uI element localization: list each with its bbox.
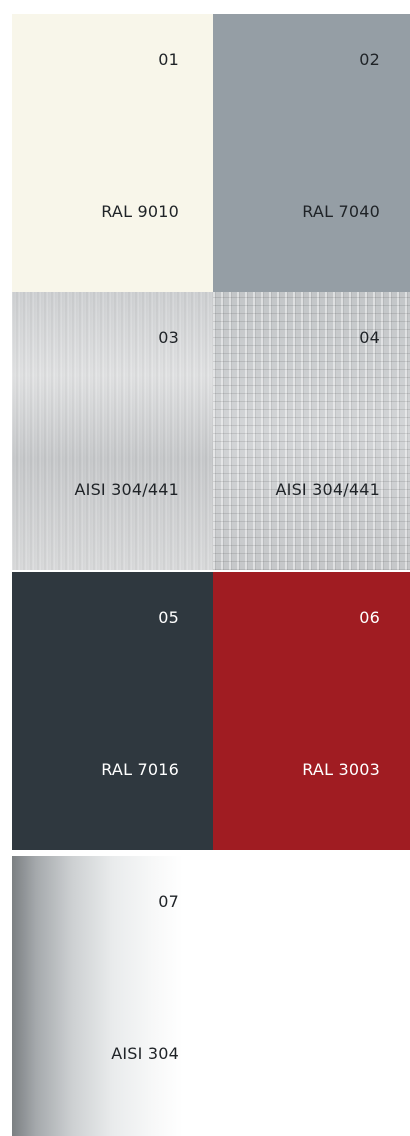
- swatch-ral-3003: 06 RAL 3003: [213, 572, 410, 850]
- swatch-number: 07: [158, 892, 179, 911]
- color-swatch-grid: 01 RAL 9010 02 RAL 7040 03 AISI 304/441 …: [12, 14, 410, 1136]
- swatch-label: AISI 304/441: [275, 480, 380, 499]
- swatch-ral-7016: 05 RAL 7016: [12, 572, 213, 850]
- swatch-aisi-304-polished: 07 AISI 304: [12, 856, 213, 1136]
- swatch-number: 04: [359, 328, 380, 347]
- swatch-label: RAL 9010: [101, 202, 179, 221]
- swatch-label: RAL 7016: [101, 760, 179, 779]
- swatch-number: 05: [158, 608, 179, 627]
- swatch-aisi-304-441-patterned: 04 AISI 304/441: [213, 292, 410, 570]
- swatch-aisi-304-441-brushed: 03 AISI 304/441: [12, 292, 213, 570]
- swatch-number: 01: [158, 50, 179, 69]
- swatch-label: RAL 3003: [302, 760, 380, 779]
- swatch-label: AISI 304: [111, 1044, 179, 1063]
- swatch-number: 03: [158, 328, 179, 347]
- swatch-label: RAL 7040: [302, 202, 380, 221]
- swatch-ral-9010: 01 RAL 9010: [12, 14, 213, 292]
- swatch-ral-7040: 02 RAL 7040: [213, 14, 410, 292]
- swatch-label: AISI 304/441: [74, 480, 179, 499]
- swatch-number: 06: [359, 608, 380, 627]
- swatch-number: 02: [359, 50, 380, 69]
